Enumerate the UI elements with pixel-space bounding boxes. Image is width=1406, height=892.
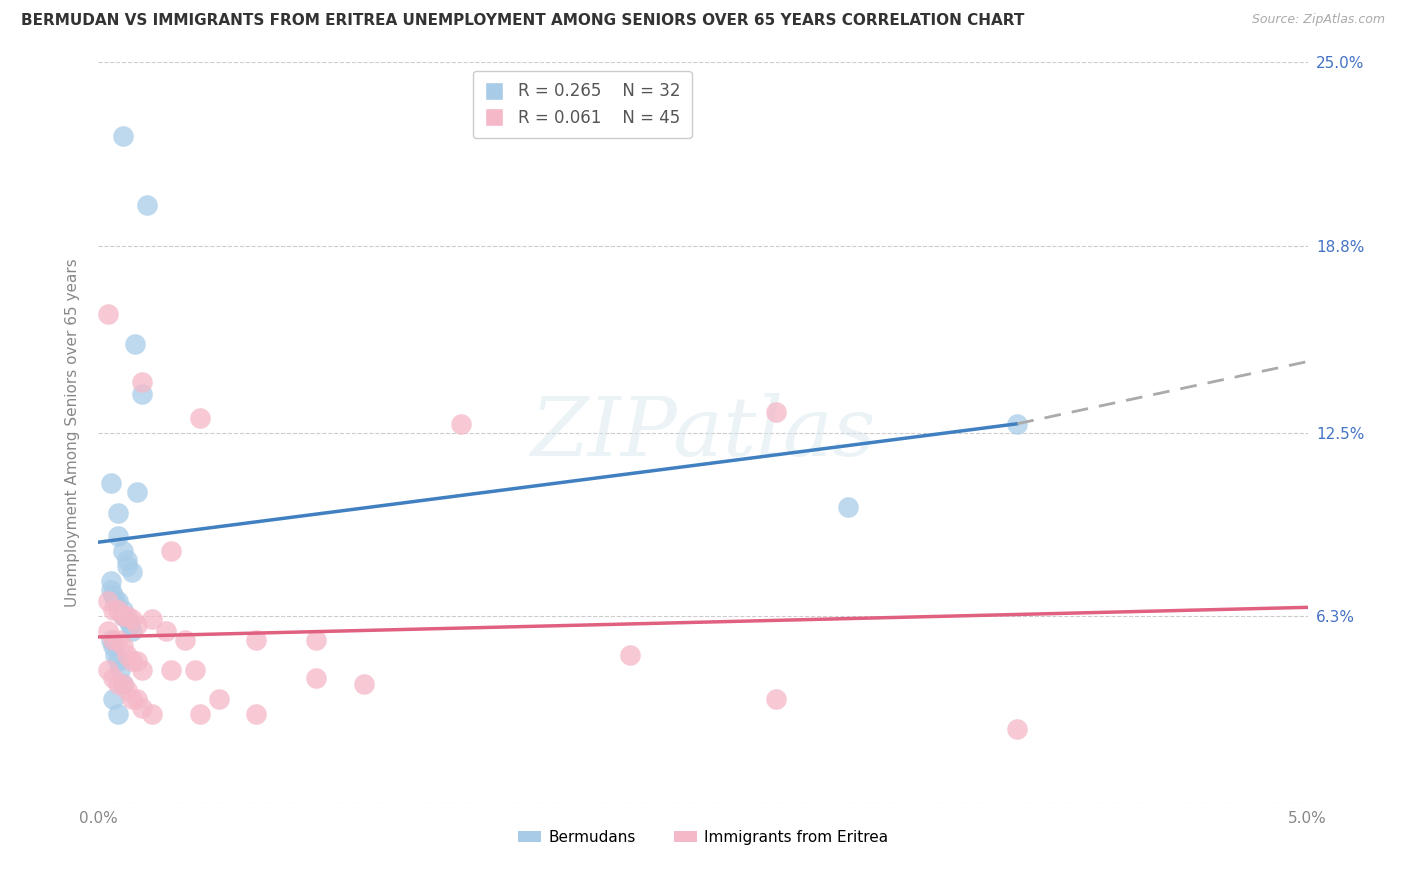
- Point: [107, 506, 129, 520]
- Point: [97, 624, 120, 638]
- Point: [127, 618, 149, 632]
- Point: [107, 529, 129, 543]
- Point: [100, 475, 122, 490]
- Point: [97, 663, 120, 677]
- Point: [107, 677, 129, 691]
- Point: [305, 672, 328, 686]
- Text: Source: ZipAtlas.com: Source: ZipAtlas.com: [1251, 13, 1385, 27]
- Point: [765, 692, 787, 706]
- Point: [160, 663, 183, 677]
- Point: [117, 553, 139, 567]
- Point: [184, 663, 207, 677]
- Point: [305, 632, 328, 647]
- Point: [111, 129, 134, 144]
- Point: [121, 612, 143, 626]
- Point: [101, 639, 124, 653]
- Point: [97, 594, 120, 608]
- Point: [104, 648, 127, 662]
- Point: [111, 544, 134, 558]
- Point: [101, 589, 124, 603]
- Point: [101, 603, 124, 617]
- Point: [101, 632, 124, 647]
- Point: [117, 609, 139, 624]
- Point: [117, 558, 139, 573]
- Point: [107, 632, 129, 647]
- Point: [188, 706, 211, 721]
- Point: [107, 654, 129, 668]
- Y-axis label: Unemployment Among Seniors over 65 years: Unemployment Among Seniors over 65 years: [65, 259, 80, 607]
- Point: [131, 663, 153, 677]
- Point: [131, 387, 153, 401]
- Point: [118, 618, 141, 632]
- Point: [104, 594, 127, 608]
- Point: [111, 639, 134, 653]
- Point: [107, 594, 129, 608]
- Point: [160, 544, 183, 558]
- Point: [97, 307, 120, 321]
- Point: [188, 410, 211, 425]
- Point: [101, 672, 124, 686]
- Point: [117, 648, 139, 662]
- Point: [141, 612, 163, 626]
- Point: [135, 197, 157, 211]
- Point: [121, 565, 143, 579]
- Point: [107, 603, 129, 617]
- Text: BERMUDAN VS IMMIGRANTS FROM ERITREA UNEMPLOYMENT AMONG SENIORS OVER 65 YEARS COR: BERMUDAN VS IMMIGRANTS FROM ERITREA UNEM…: [21, 13, 1025, 29]
- Point: [111, 609, 134, 624]
- Point: [131, 376, 153, 390]
- Point: [121, 692, 143, 706]
- Point: [111, 677, 134, 691]
- Point: [619, 648, 641, 662]
- Point: [174, 632, 197, 647]
- Point: [100, 632, 122, 647]
- Point: [117, 683, 139, 698]
- Point: [1007, 417, 1029, 431]
- Point: [1007, 722, 1029, 736]
- Text: ZIPatlas: ZIPatlas: [530, 392, 876, 473]
- Point: [100, 574, 122, 588]
- Point: [111, 677, 134, 691]
- Point: [111, 609, 134, 624]
- Point: [141, 706, 163, 721]
- Point: [765, 405, 787, 419]
- Point: [127, 484, 149, 499]
- Point: [107, 706, 129, 721]
- Point: [100, 582, 122, 597]
- Point: [155, 624, 177, 638]
- Point: [101, 692, 124, 706]
- Point: [127, 692, 149, 706]
- Point: [245, 632, 267, 647]
- Legend: Bermudans, Immigrants from Eritrea: Bermudans, Immigrants from Eritrea: [512, 823, 894, 851]
- Point: [245, 706, 267, 721]
- Point: [124, 336, 146, 351]
- Point: [108, 663, 131, 677]
- Point: [117, 612, 139, 626]
- Point: [208, 692, 231, 706]
- Point: [127, 654, 149, 668]
- Point: [353, 677, 375, 691]
- Point: [837, 500, 859, 514]
- Point: [131, 701, 153, 715]
- Point: [111, 603, 134, 617]
- Point: [450, 417, 472, 431]
- Point: [121, 654, 143, 668]
- Point: [121, 624, 143, 638]
